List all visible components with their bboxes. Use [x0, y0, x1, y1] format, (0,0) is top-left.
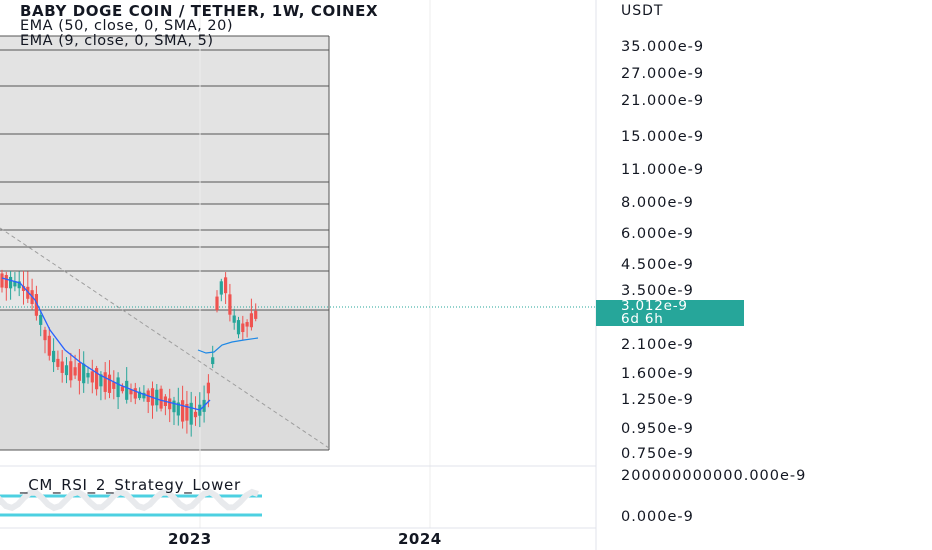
price-tick: 6.000e-9: [621, 226, 694, 242]
candle-body: [9, 276, 13, 289]
candle-body: [103, 372, 107, 392]
price-tick: 2.100e-9: [621, 337, 694, 353]
candle-body: [241, 323, 245, 333]
candle-body: [47, 335, 51, 356]
candle-body: [193, 411, 198, 418]
candle-body: [249, 313, 253, 328]
candle-body: [0, 273, 4, 288]
candle-body: [69, 361, 73, 381]
candle-body: [245, 322, 249, 327]
candle-body: [168, 398, 172, 410]
candle-body: [60, 361, 64, 373]
indicator-axis-zero: 0.000e-9: [621, 509, 694, 525]
current-price-badge: 3.012e-9 6d 6h: [596, 298, 744, 327]
price-tick: 3.500e-9: [621, 283, 694, 299]
candle-body: [185, 403, 189, 421]
candle-body: [95, 368, 99, 390]
price-tick: 21.000e-9: [621, 93, 705, 109]
candle-body: [34, 294, 38, 316]
symbol-title[interactable]: BABY DOGE COIN / TETHER, 1W, COINEX: [20, 2, 379, 20]
candle-body: [52, 350, 56, 363]
candle-body: [142, 392, 146, 399]
candle-countdown: 6d 6h: [621, 311, 664, 327]
candle-body: [73, 367, 77, 376]
indicator-title[interactable]: _CM_RSI_2_Strategy_Lower: [20, 476, 241, 494]
price-tick: 1.250e-9: [621, 392, 694, 408]
candle-body: [64, 365, 69, 376]
price-tick: 11.000e-9: [621, 162, 705, 178]
candle-body: [82, 363, 86, 384]
indicator-axis-top: 200000000000.000e-9: [621, 468, 807, 484]
candle-body: [211, 357, 215, 365]
price-tick: 35.000e-9: [621, 39, 705, 55]
currency-label: USDT: [621, 3, 664, 19]
range-band-low: [0, 310, 329, 450]
price-tick: 15.000e-9: [621, 129, 705, 145]
candle-body: [21, 286, 26, 291]
candle-body: [189, 402, 193, 425]
candle-body: [39, 314, 43, 325]
candle-body: [86, 372, 90, 378]
candle-body: [90, 371, 94, 383]
candle-body: [138, 391, 142, 399]
ema-50-legend[interactable]: EMA (50, close, 0, SMA, 20): [20, 18, 233, 34]
candle-body: [13, 281, 17, 287]
time-label-2024: 2024: [398, 530, 442, 548]
candle-body: [254, 310, 258, 319]
candle-body: [206, 382, 210, 394]
candle-body: [77, 363, 81, 381]
candle-body: [224, 277, 228, 294]
price-tick: 1.600e-9: [621, 366, 694, 382]
candle-body: [155, 389, 159, 406]
range-band-inner: [0, 36, 329, 204]
trend-line[interactable]: [0, 227, 330, 449]
price-tick: 8.000e-9: [621, 195, 694, 211]
candle-body: [116, 377, 120, 398]
candle-body: [17, 281, 21, 289]
candle-body: [172, 400, 176, 413]
price-tick: 4.500e-9: [621, 257, 694, 273]
rsi-pane[interactable]: [0, 488, 262, 517]
candle-body: [176, 402, 180, 416]
candle-body: [219, 281, 223, 295]
chart-legend: BABY DOGE COIN / TETHER, 1W, COINEX EMA …: [20, 4, 378, 49]
price-tick: 0.750e-9: [621, 446, 694, 462]
candle-body: [129, 389, 133, 395]
time-label-2023: 2023: [168, 530, 212, 548]
price-tick: 27.000e-9: [621, 66, 705, 82]
candle-body: [228, 294, 232, 315]
candle-body: [120, 386, 124, 392]
candle-body: [43, 329, 47, 341]
candle-body: [125, 380, 129, 400]
ema-9-legend[interactable]: EMA (9, close, 0, SMA, 5): [20, 33, 214, 49]
candle-body: [232, 315, 236, 323]
ema-9-line: [197, 337, 259, 354]
candle-body: [56, 358, 60, 367]
candle-body: [4, 275, 8, 289]
candle-body: [215, 296, 219, 311]
rsi-wave: [0, 488, 259, 512]
current-price-value: 3.012e-9: [621, 298, 688, 314]
candle-body: [236, 320, 241, 335]
candle-body: [181, 400, 185, 422]
candle-body: [133, 388, 137, 399]
price-tick: 0.950e-9: [621, 421, 694, 437]
level-lines: [0, 35, 330, 451]
ema-50-line: [1, 277, 211, 411]
candle-body: [107, 374, 112, 393]
candle-body: [159, 388, 163, 409]
candle-body: [99, 374, 103, 387]
range-band-mid: [0, 204, 329, 310]
candle-body: [112, 382, 116, 389]
